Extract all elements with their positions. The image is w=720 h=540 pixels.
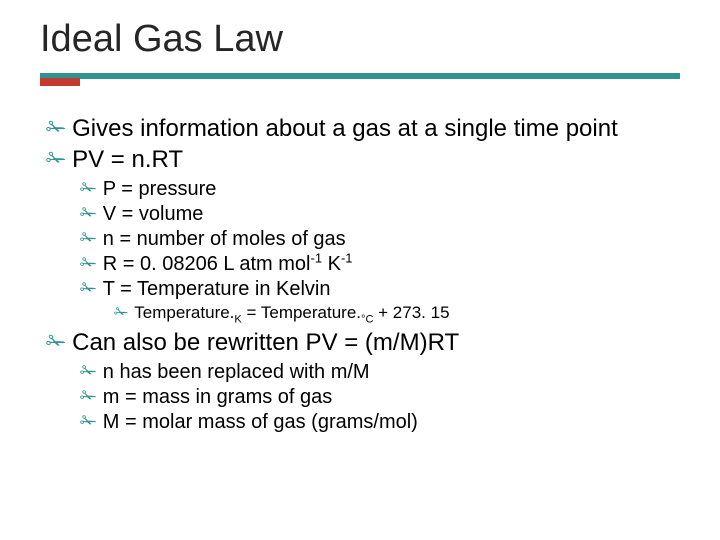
bullet-lvl3: ✁ Temperature.K = Temperature.°C + 273. 1…: [114, 302, 680, 323]
scissors-icon: ✁: [80, 411, 97, 433]
bullet-lvl2: ✁ M = molar mass of gas (grams/mol): [80, 410, 680, 434]
underline-bar: [40, 73, 680, 79]
superscript: -1: [310, 250, 322, 265]
bullet-text: + 273. 15: [373, 303, 449, 322]
bullet-text: Gives information about a gas at a singl…: [72, 115, 618, 142]
scissors-icon: ✁: [80, 178, 97, 200]
bullet-text: V = volume: [103, 203, 204, 225]
bullet-text: P = pressure: [103, 178, 217, 200]
slide-title: Ideal Gas Law: [40, 18, 680, 61]
bullet-lvl2: ✁ T = Temperature in Kelvin: [80, 277, 680, 301]
title-underline: [40, 73, 680, 97]
bullet-text: m = mass in grams of gas: [103, 386, 333, 408]
bullet-text: n has been replaced with m/M: [103, 361, 370, 383]
subscript: °C: [361, 313, 373, 325]
scissors-icon: ✁: [80, 361, 97, 383]
bullet-lvl2: ✁R = 0. 08206 L atm mol-1 K-1: [80, 252, 680, 276]
bullet-text: = Temperature.: [242, 303, 361, 322]
scissors-icon: ✁: [80, 386, 97, 408]
scissors-icon: ✁: [46, 329, 66, 356]
subscript: K: [234, 313, 241, 325]
scissors-icon: ✁: [46, 115, 66, 142]
bullet-lvl1: ✁PV = n.RT: [46, 146, 680, 175]
bullet-lvl2: ✁ n = number of moles of gas: [80, 227, 680, 251]
content-body: ✁Gives information about a gas at a sing…: [40, 115, 680, 434]
scissors-icon: ✁: [80, 228, 97, 250]
underline-cap: [40, 78, 80, 86]
scissors-icon: ✁: [80, 253, 97, 275]
bullet-text: M = molar mass of gas (grams/mol): [103, 411, 418, 433]
bullet-lvl2: ✁ m = mass in grams of gas: [80, 385, 680, 409]
scissors-icon: ✁: [46, 146, 66, 173]
superscript: -1: [341, 250, 353, 265]
bullet-lvl1: ✁Can also be rewritten PV = (m/M)RT: [46, 329, 680, 358]
bullet-lvl1: ✁Gives information about a gas at a sing…: [46, 115, 680, 144]
bullet-text: PV = n.RT: [72, 146, 183, 173]
bullet-lvl2: ✁ n has been replaced with m/M: [80, 360, 680, 384]
scissors-icon: ✁: [80, 203, 97, 225]
scissors-icon: ✁: [80, 278, 97, 300]
bullet-text: T = Temperature in Kelvin: [103, 278, 331, 300]
bullet-text: Can also be rewritten PV = (m/M)RT: [72, 329, 459, 356]
bullet-text: K: [322, 253, 341, 275]
bullet-text: R = 0. 08206 L atm mol: [103, 253, 311, 275]
bullet-lvl2: ✁ V = volume: [80, 202, 680, 226]
scissors-icon: ✁: [114, 303, 128, 322]
bullet-text: Temperature.: [134, 303, 234, 322]
bullet-text: n = number of moles of gas: [103, 228, 346, 250]
bullet-lvl2: ✁ P = pressure: [80, 177, 680, 201]
